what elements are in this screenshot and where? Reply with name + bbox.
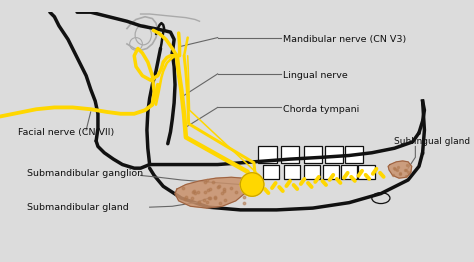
FancyBboxPatch shape xyxy=(358,165,374,179)
FancyBboxPatch shape xyxy=(325,146,343,163)
FancyBboxPatch shape xyxy=(258,146,277,163)
FancyBboxPatch shape xyxy=(323,165,339,179)
Text: Submandibular gland: Submandibular gland xyxy=(27,203,129,212)
FancyBboxPatch shape xyxy=(263,165,279,179)
FancyBboxPatch shape xyxy=(304,146,322,163)
Text: Submandibular ganglion: Submandibular ganglion xyxy=(27,169,143,178)
Text: Facial nerve (CN VII): Facial nerve (CN VII) xyxy=(18,128,114,137)
Text: Lingual nerve: Lingual nerve xyxy=(283,71,348,80)
Text: Mandibular nerve (CN V3): Mandibular nerve (CN V3) xyxy=(283,35,406,44)
FancyBboxPatch shape xyxy=(284,165,300,179)
Text: Sublingual gland: Sublingual gland xyxy=(393,137,470,146)
FancyBboxPatch shape xyxy=(281,146,299,163)
FancyBboxPatch shape xyxy=(341,165,357,179)
FancyBboxPatch shape xyxy=(345,146,363,163)
Circle shape xyxy=(240,173,264,196)
Text: Chorda tympani: Chorda tympani xyxy=(283,105,359,114)
FancyBboxPatch shape xyxy=(304,165,320,179)
Polygon shape xyxy=(388,161,412,178)
Polygon shape xyxy=(175,177,249,208)
